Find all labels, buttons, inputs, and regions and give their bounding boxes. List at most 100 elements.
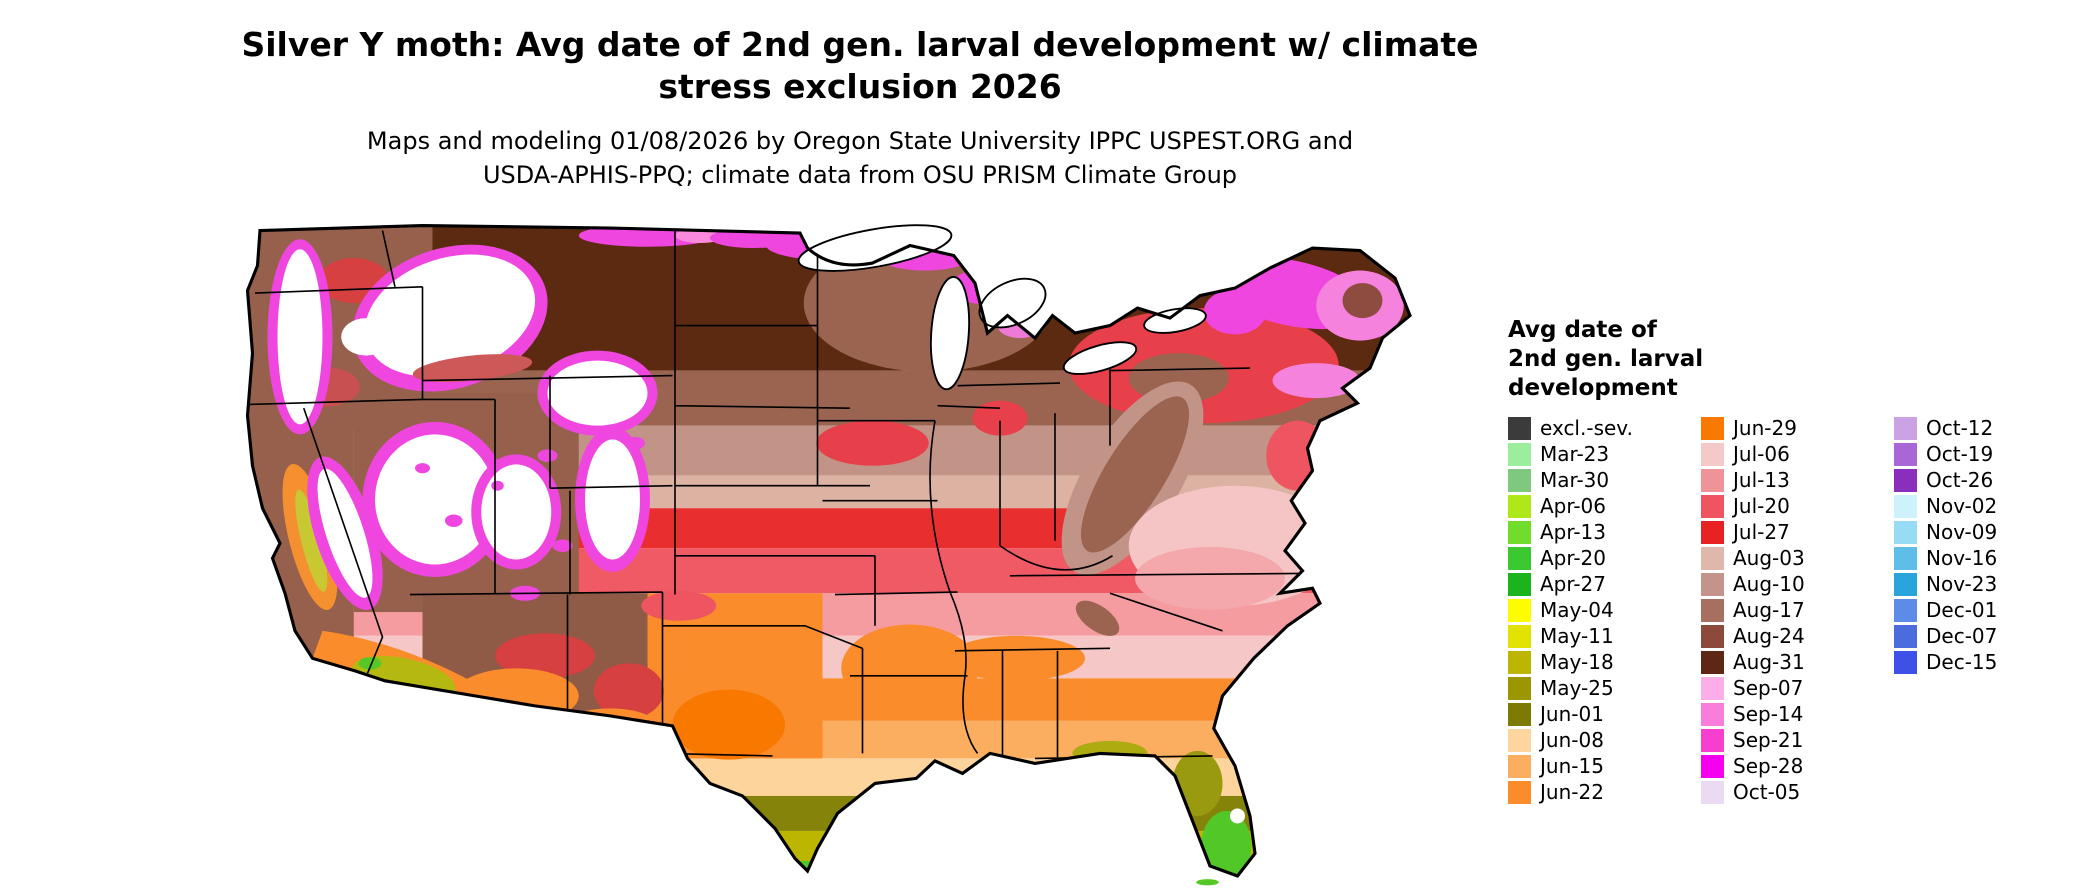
legend-label: Oct-19 xyxy=(1926,442,1994,466)
legend-label: Jul-13 xyxy=(1733,468,1790,492)
legend-row: Sep-21 xyxy=(1701,727,1894,753)
legend-label: Oct-12 xyxy=(1926,416,1994,440)
legend-label: Apr-13 xyxy=(1540,520,1606,544)
legend-row: Sep-14 xyxy=(1701,701,1894,727)
legend-row: Oct-05 xyxy=(1701,779,1894,805)
legend-row: Oct-12 xyxy=(1894,415,2087,441)
us-map-svg xyxy=(245,223,1412,886)
legend-swatch xyxy=(1701,702,1724,726)
legend-row: May-04 xyxy=(1508,597,1701,623)
legend-swatch xyxy=(1508,520,1531,544)
legend-swatch xyxy=(1894,416,1917,440)
legend-label: May-25 xyxy=(1540,676,1614,700)
legend-swatch xyxy=(1701,520,1724,544)
us-map xyxy=(235,218,1485,886)
legend-swatch xyxy=(1508,702,1531,726)
legend-row: Apr-06 xyxy=(1508,493,1701,519)
legend-column-2: Jun-29 Jul-06 Jul-13 Jul-20 Jul-27 Aug-03 Aug-… xyxy=(1701,415,1894,805)
legend-label: Jul-20 xyxy=(1733,494,1790,518)
legend-swatch xyxy=(1701,442,1724,466)
legend-swatch xyxy=(1894,520,1917,544)
legend-row: Oct-19 xyxy=(1894,441,2087,467)
legend-row: Oct-26 xyxy=(1894,467,2087,493)
legend-label: Mar-23 xyxy=(1540,442,1610,466)
legend-swatch xyxy=(1894,572,1917,596)
legend-swatch xyxy=(1701,676,1724,700)
legend-row: Jul-13 xyxy=(1701,467,1894,493)
legend-swatch xyxy=(1508,676,1531,700)
legend-row: Nov-09 xyxy=(1894,519,2087,545)
legend-label: Dec-01 xyxy=(1926,598,1998,622)
legend-label: Apr-06 xyxy=(1540,494,1606,518)
legend-column-1: excl.-sev. Mar-23 Mar-30 Apr-06 Apr-13 Apr-20… xyxy=(1508,415,1701,805)
legend-label: Jun-22 xyxy=(1540,780,1604,804)
legend-swatch xyxy=(1701,416,1724,440)
legend-swatch xyxy=(1894,442,1917,466)
legend-row: Dec-15 xyxy=(1894,649,2087,675)
legend-row: Apr-27 xyxy=(1508,571,1701,597)
legend-row: Apr-13 xyxy=(1508,519,1701,545)
legend-swatch xyxy=(1701,780,1724,804)
legend-swatch xyxy=(1508,728,1531,752)
legend-row: May-18 xyxy=(1508,649,1701,675)
legend-row: Mar-30 xyxy=(1508,467,1701,493)
legend-swatch xyxy=(1508,754,1531,778)
legend-swatch xyxy=(1701,494,1724,518)
legend-title: Avg date of 2nd gen. larval development xyxy=(1508,316,2087,403)
legend-swatch xyxy=(1894,468,1917,492)
legend-label: Jun-29 xyxy=(1733,416,1797,440)
legend-row: May-25 xyxy=(1508,675,1701,701)
legend-label: Oct-26 xyxy=(1926,468,1994,492)
legend-label: Dec-07 xyxy=(1926,624,1998,648)
subtitle-line-2: USDA-APHIS-PPQ; climate data from OSU PR… xyxy=(482,161,1238,189)
legend-swatch xyxy=(1701,650,1724,674)
legend-title-line-3: development xyxy=(1508,375,1678,401)
legend-title-line-2: 2nd gen. larval xyxy=(1508,346,1704,372)
legend-swatch xyxy=(1508,468,1531,492)
legend-row: May-11 xyxy=(1508,623,1701,649)
title-line-1: Silver Y moth: Avg date of 2nd gen. larv… xyxy=(241,25,1479,64)
legend-label: Jul-06 xyxy=(1733,442,1790,466)
legend-label: Apr-20 xyxy=(1540,546,1606,570)
title-line-2: stress exclusion 2026 xyxy=(658,67,1062,106)
legend-swatch xyxy=(1508,598,1531,622)
legend-label: Aug-31 xyxy=(1733,650,1805,674)
legend-label: Sep-21 xyxy=(1733,728,1804,752)
legend-row: Aug-10 xyxy=(1701,571,1894,597)
legend-swatch xyxy=(1894,546,1917,570)
legend-row: Jun-01 xyxy=(1508,701,1701,727)
legend-row: Aug-03 xyxy=(1701,545,1894,571)
legend-swatch xyxy=(1701,572,1724,596)
legend-swatch xyxy=(1508,546,1531,570)
legend-columns: excl.-sev. Mar-23 Mar-30 Apr-06 Apr-13 Apr-20… xyxy=(1508,415,2087,805)
legend-swatch xyxy=(1508,494,1531,518)
legend-swatch xyxy=(1701,728,1724,752)
legend-swatch xyxy=(1701,546,1724,570)
legend-row: Mar-23 xyxy=(1508,441,1701,467)
legend-label: May-18 xyxy=(1540,650,1614,674)
legend: Avg date of 2nd gen. larval development … xyxy=(1508,316,2087,805)
legend-swatch xyxy=(1701,598,1724,622)
legend-label: May-04 xyxy=(1540,598,1614,622)
legend-label: Aug-17 xyxy=(1733,598,1805,622)
legend-swatch xyxy=(1894,624,1917,648)
legend-row: Apr-20 xyxy=(1508,545,1701,571)
legend-row: Nov-23 xyxy=(1894,571,2087,597)
legend-swatch xyxy=(1894,598,1917,622)
legend-label: excl.-sev. xyxy=(1540,416,1633,440)
legend-row: Nov-16 xyxy=(1894,545,2087,571)
header: Silver Y moth: Avg date of 2nd gen. larv… xyxy=(240,24,1480,192)
legend-label: Aug-24 xyxy=(1733,624,1805,648)
legend-row: Jun-15 xyxy=(1508,753,1701,779)
legend-label: Sep-07 xyxy=(1733,676,1804,700)
legend-row: Jun-29 xyxy=(1701,415,1894,441)
legend-label: Mar-30 xyxy=(1540,468,1610,492)
legend-swatch xyxy=(1894,650,1917,674)
legend-column-3: Oct-12 Oct-19 Oct-26 Nov-02 Nov-09 Nov-16 Nov-… xyxy=(1894,415,2087,675)
legend-row: Jul-27 xyxy=(1701,519,1894,545)
legend-swatch xyxy=(1508,780,1531,804)
legend-label: Sep-14 xyxy=(1733,702,1804,726)
legend-row: Aug-31 xyxy=(1701,649,1894,675)
legend-swatch xyxy=(1508,416,1531,440)
